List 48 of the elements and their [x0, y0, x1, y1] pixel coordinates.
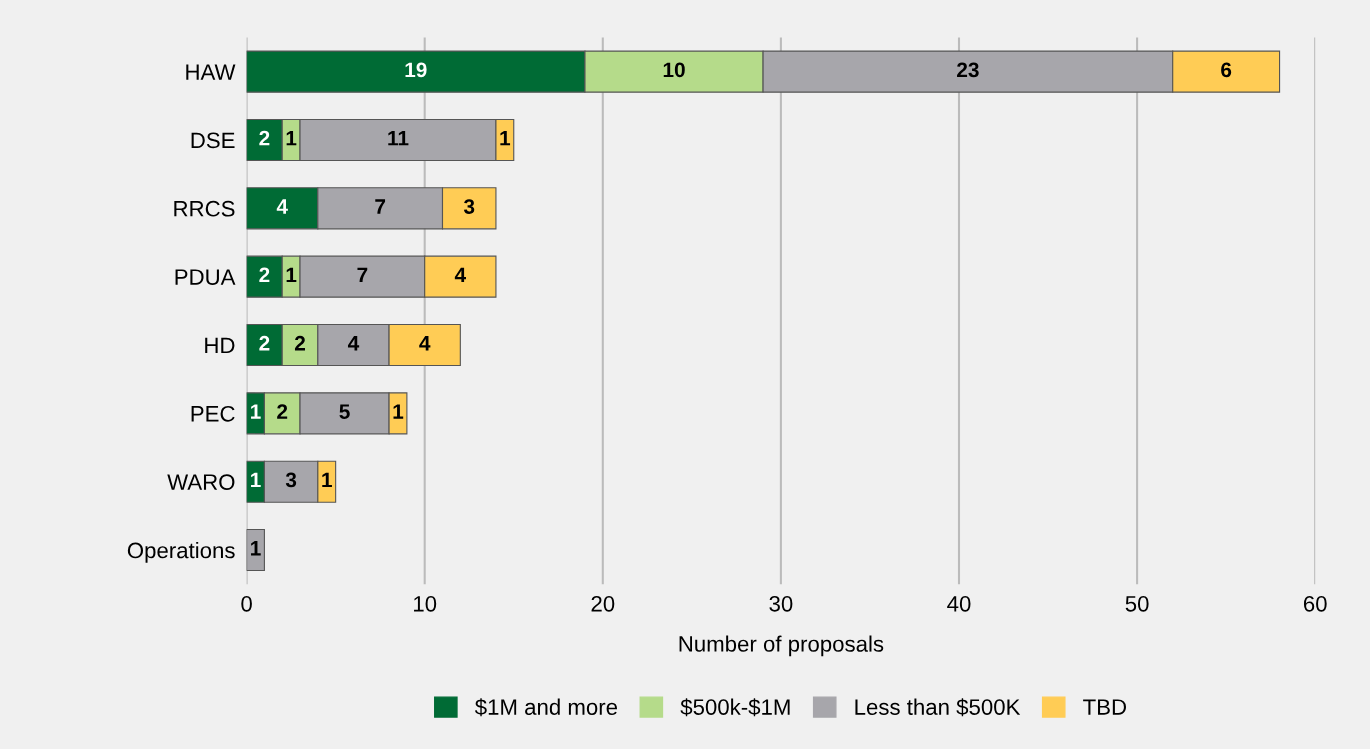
- x-tick-label: 0: [241, 595, 252, 612]
- data-label: 2: [259, 335, 270, 351]
- data-label: 4: [347, 336, 360, 351]
- data-label: 1: [322, 472, 332, 488]
- data-label: 1: [286, 131, 297, 146]
- data-label: 11: [388, 131, 409, 146]
- data-label: 2: [259, 267, 270, 283]
- legend-label: $1M and more: [474, 698, 618, 717]
- legend-label: Less than $500K: [855, 698, 1021, 717]
- data-label: 19: [405, 62, 427, 78]
- data-label: 1: [251, 404, 261, 419]
- data-label: 4: [454, 267, 466, 283]
- data-label: 7: [357, 267, 368, 283]
- data-label: 5: [339, 404, 350, 419]
- y-tick-label: HD: [205, 337, 235, 354]
- data-label: 1: [393, 404, 404, 419]
- data-label: 10: [663, 62, 685, 78]
- x-tick-label: 60: [1303, 595, 1327, 612]
- data-label: 23: [957, 62, 979, 78]
- x-tick-label: 30: [769, 595, 793, 612]
- data-label: 4: [419, 336, 431, 351]
- data-label: 2: [259, 130, 270, 146]
- x-tick-label: 50: [1125, 595, 1149, 612]
- y-tick-label: PEC: [191, 405, 235, 422]
- y-tick-label: PDUA: [175, 269, 236, 285]
- data-label: 1: [500, 131, 511, 146]
- y-tick-label: RRCS: [174, 200, 235, 217]
- data-label: 2: [277, 404, 288, 419]
- x-tick-label: 20: [591, 595, 615, 612]
- x-tick-label: 10: [414, 595, 437, 612]
- x-axis-title: Number of proposals: [679, 635, 884, 657]
- y-tick-label: DSE: [191, 132, 235, 149]
- data-label: 6: [1221, 62, 1232, 78]
- data-label: 2: [294, 335, 305, 351]
- y-tick-label: WARO: [167, 474, 235, 490]
- legend-label: $500k-$1M: [680, 698, 790, 717]
- x-tick-label: 40: [947, 595, 971, 612]
- data-label: 3: [285, 472, 297, 488]
- data-label: 1: [251, 541, 261, 556]
- data-label: 3: [463, 199, 475, 214]
- data-label: 7: [375, 199, 386, 214]
- y-tick-label: Operations: [127, 541, 235, 563]
- bar: [246, 528, 265, 572]
- legend-label: TBD: [1083, 699, 1126, 715]
- data-label: 4: [276, 199, 288, 214]
- data-label: 1: [286, 267, 297, 283]
- data-label: 1: [251, 472, 261, 488]
- y-tick-label: HAW: [186, 64, 236, 80]
